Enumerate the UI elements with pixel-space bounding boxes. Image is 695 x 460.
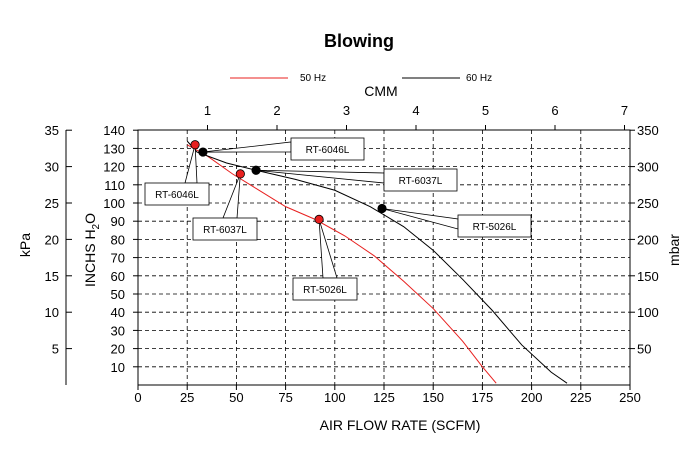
- y-inh2o-tick-label: 140: [103, 123, 125, 138]
- y-mbar-tick-label: 350: [637, 123, 659, 138]
- callout: RT-6046L: [198, 137, 365, 161]
- callout: RT-6037L: [251, 165, 458, 192]
- y-inh2o-tick-label: 50: [111, 287, 125, 302]
- y-axis-label-mbar: mbar: [666, 234, 682, 266]
- callout-label: RT-5026L: [473, 222, 517, 233]
- y-kpa-tick-label: 10: [45, 305, 59, 320]
- x-tick-label: 25: [180, 390, 194, 405]
- x-tick-label: 200: [521, 390, 543, 405]
- callout-label: RT-6037L: [203, 225, 247, 236]
- callout-box: [457, 214, 532, 238]
- series-line-50hz: [186, 144, 497, 384]
- y-kpa-tick-label: 5: [52, 342, 59, 357]
- y-inh2o-tick-label: 40: [111, 305, 125, 320]
- x2-tick-label: 6: [551, 103, 558, 118]
- legend-label-60hz: 60 Hz: [466, 73, 492, 84]
- callout: RT-6046L: [144, 140, 210, 206]
- callout-pointer: [318, 219, 338, 279]
- y-mbar-tick-label: 250: [637, 196, 659, 211]
- series-line-60hz: [186, 140, 568, 384]
- callout-box: [383, 168, 458, 192]
- callout: RT-5026L: [377, 203, 532, 238]
- callouts: RT-6046L RT-6037L RT-5026L RT-6046L RT-6037L…: [144, 137, 532, 301]
- legend-label-50hz: 50 Hz: [300, 73, 326, 84]
- y-mbar-tick-label: 150: [637, 269, 659, 284]
- callout-pointer: [381, 208, 459, 230]
- x2-tick-label: 5: [482, 103, 489, 118]
- y-inh2o-tick-label: 70: [111, 251, 125, 266]
- y-inh2o-tick-label: 60: [111, 269, 125, 284]
- x-axis-label: AIR FLOW RATE (SCFM): [320, 417, 481, 433]
- y-axis-label-kpa: kPa: [17, 233, 33, 257]
- callout-box: [292, 277, 358, 301]
- callout-box: [192, 217, 258, 241]
- y-mbar-tick-label: 100: [637, 305, 659, 320]
- callout-label: RT-6046L: [306, 145, 350, 156]
- x-tick-label: 50: [229, 390, 243, 405]
- y-inh2o-tick-label: 130: [103, 141, 125, 156]
- chart-title: Blowing: [324, 31, 394, 51]
- callout-dot: [251, 165, 261, 175]
- callout-pointer: [222, 173, 241, 219]
- callout: RT-6037L: [192, 169, 258, 241]
- y-axis-label-inches-h2o: INCHS H2O: [82, 213, 102, 287]
- y-kpa-tick-label: 15: [45, 269, 59, 284]
- top-axis-label: CMM: [364, 83, 397, 99]
- callout-box: [290, 137, 365, 161]
- y-mbar-tick-label: 300: [637, 160, 659, 175]
- callout: RT-5026L: [292, 214, 358, 301]
- y-kpa-tick-label: 35: [45, 123, 59, 138]
- x-tick-label: 100: [324, 390, 346, 405]
- x-tick-label: 150: [422, 390, 444, 405]
- y-inh2o-tick-label: 100: [103, 196, 125, 211]
- x2-tick-label: 2: [273, 103, 280, 118]
- y-inh2o-tick-label: 10: [111, 360, 125, 375]
- callout-dot: [377, 203, 387, 214]
- y-mbar-tick-label: 200: [637, 232, 659, 247]
- callout-label: RT-5026L: [303, 285, 347, 296]
- y-inh2o-tick-label: 120: [103, 160, 125, 175]
- x-tick-label: 75: [278, 390, 292, 405]
- y-axis-label-inches-h2o-tail: O: [82, 213, 98, 224]
- y-kpa-tick-label: 25: [45, 196, 59, 211]
- y-inh2o-tick-label: 80: [111, 232, 125, 247]
- callout-label: RT-6046L: [155, 190, 199, 201]
- y-mbar-tick-label: 50: [637, 342, 651, 357]
- y-axis-label-inches-h2o-sub: 2: [91, 223, 102, 229]
- y-inh2o-tick-label: 110: [104, 178, 125, 193]
- callout-box: [144, 182, 210, 206]
- x-tick-label: 125: [373, 390, 395, 405]
- callout-pointer: [202, 141, 292, 153]
- y-kpa-tick-label: 20: [45, 232, 59, 247]
- x-tick-label: 175: [472, 390, 494, 405]
- callout-dot: [198, 147, 208, 157]
- x-tick-label: 250: [619, 390, 641, 405]
- x-tick-label: 225: [570, 390, 592, 405]
- y-axis-label-inches-h2o-main: INCHS H: [82, 229, 98, 287]
- grid: [138, 130, 630, 385]
- y-inh2o-tick-label: 20: [111, 342, 125, 357]
- x2-tick-label: 1: [204, 103, 211, 118]
- series-lines: [186, 140, 568, 384]
- x2-tick-label: 3: [343, 103, 350, 118]
- callout-dot: [314, 214, 324, 224]
- y-kpa-tick-label: 30: [45, 160, 59, 175]
- x2-tick-label: 4: [412, 103, 419, 118]
- callout-dot: [190, 140, 200, 150]
- y-inh2o-tick-label: 30: [111, 323, 125, 338]
- x-tick-label: 0: [134, 390, 141, 405]
- y-inh2o-tick-label: 90: [111, 214, 125, 229]
- callout-label: RT-6037L: [399, 176, 443, 187]
- callout-pointer: [184, 144, 198, 184]
- x2-tick-label: 7: [621, 103, 628, 118]
- callout-pointer: [256, 169, 385, 184]
- callout-dot: [235, 169, 245, 179]
